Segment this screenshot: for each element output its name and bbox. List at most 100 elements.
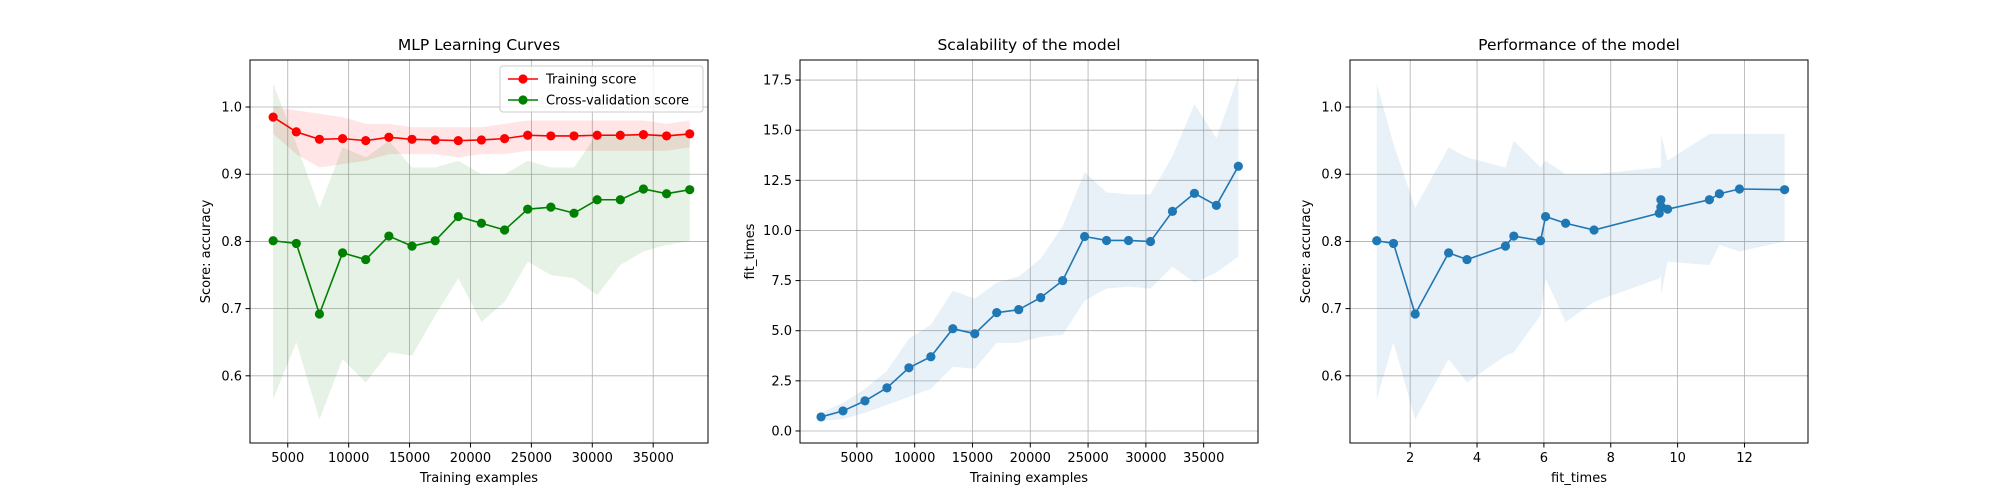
data-point (430, 135, 440, 145)
data-point (926, 352, 936, 362)
data-point (685, 129, 695, 139)
data-point (860, 396, 870, 406)
data-point (291, 238, 301, 249)
chart-title: Performance of the model (1478, 36, 1680, 54)
y-tick-label: 7.5 (771, 274, 792, 289)
y-tick-label: 0.8 (221, 235, 242, 250)
data-point (523, 204, 533, 214)
data-point (1561, 218, 1571, 228)
data-point (314, 134, 325, 144)
data-point (1014, 305, 1024, 315)
x-tick-label: 35000 (1183, 451, 1224, 466)
y-tick-label: 0.9 (1321, 168, 1342, 183)
y-tick-label: 2.5 (771, 374, 792, 389)
x-tick-label: 25000 (1067, 451, 1108, 466)
x-tick-label: 25000 (511, 451, 552, 466)
y-axis-label: Score: accuracy (1299, 199, 1314, 303)
x-tick-label: 15000 (389, 451, 430, 466)
x-tick-label: 10 (1669, 451, 1686, 466)
data-point (569, 208, 579, 218)
x-axis-label: Training examples (969, 471, 1088, 486)
data-point (685, 185, 695, 195)
data-point (384, 132, 394, 142)
x-tick-label: 15000 (952, 451, 993, 466)
x-tick-label: 35000 (633, 451, 674, 466)
data-point (1500, 241, 1511, 251)
data-point (1189, 188, 1200, 198)
data-point (569, 131, 579, 141)
y-tick-label: 0.7 (1321, 302, 1342, 317)
chart-panel-1: 5000 10000 15000 20000 25000 30000 35000 0.6 0.7… (199, 36, 709, 486)
data-point (1167, 206, 1178, 216)
confidence-band (821, 76, 1239, 421)
data-point (314, 309, 325, 319)
data-point (1509, 231, 1519, 241)
data-point (882, 383, 892, 393)
data-point (1535, 236, 1546, 246)
data-point (838, 406, 848, 416)
legend: Training score Cross-validation score (499, 65, 704, 113)
data-point (948, 324, 958, 334)
x-tick-label: 30000 (1125, 451, 1166, 466)
data-point (1080, 231, 1090, 242)
legend-marker (518, 95, 528, 105)
data-point (1444, 248, 1454, 258)
data-point (546, 131, 556, 141)
data-point (268, 236, 278, 246)
x-tick-label: 12 (1736, 451, 1753, 466)
data-point (661, 189, 672, 199)
chart-panel-3: 2 4 6 8 10 12 0.6 0.7 0.8 0.9 1.0 Performance of th… (1299, 36, 1809, 486)
y-tick-label: 0.9 (221, 168, 242, 183)
y-tick-label: 1.0 (221, 101, 242, 116)
legend-box (499, 65, 704, 113)
data-point (1734, 184, 1745, 194)
data-point (1123, 235, 1134, 246)
data-point (499, 134, 510, 144)
y-tick-label: 0.8 (1321, 235, 1342, 250)
data-point (1233, 161, 1243, 171)
data-point (523, 130, 533, 140)
data-point (1656, 195, 1666, 205)
legend-label: Cross-validation score (546, 94, 689, 109)
data-point (970, 329, 980, 339)
y-tick-label: 1.0 (1321, 101, 1342, 116)
data-point (1462, 254, 1472, 265)
data-point (499, 225, 510, 235)
data-point (592, 195, 602, 205)
data-point (638, 129, 649, 140)
axes-frame (1349, 59, 1809, 444)
confidence-band (1376, 83, 1785, 420)
x-tick-label: 30000 (572, 451, 613, 466)
x-tick-label: 10000 (894, 451, 935, 466)
data-point (638, 184, 649, 194)
data-point (1036, 293, 1046, 303)
data-point (1388, 238, 1399, 249)
y-tick-label: 5.0 (771, 324, 792, 339)
data-point (407, 134, 417, 144)
y-tick-label: 17.5 (763, 74, 792, 89)
y-tick-label: 0.7 (221, 302, 242, 317)
x-tick-label: 5000 (840, 451, 873, 466)
y-tick-label: 0.6 (1321, 369, 1342, 384)
data-point (992, 308, 1002, 318)
x-tick-label: 20000 (1010, 451, 1051, 466)
y-tick-label: 0.0 (771, 424, 792, 439)
x-tick-label: 5000 (271, 451, 304, 466)
data-point (1662, 204, 1673, 214)
data-point (1540, 211, 1551, 222)
data-point (476, 135, 487, 145)
data-point (384, 231, 394, 241)
data-point (361, 254, 371, 265)
chart-title: Scalability of the model (937, 36, 1120, 54)
data-point (592, 130, 602, 140)
data-point (1211, 200, 1221, 210)
x-axis-label: fit_times (1551, 471, 1607, 486)
confidence-band (273, 83, 690, 420)
axes-frame (799, 59, 1259, 444)
y-axis-label: fit_times (743, 223, 758, 279)
x-tick-label: 20000 (450, 451, 491, 466)
data-point (337, 248, 348, 258)
data-point (1779, 185, 1790, 195)
data-point (615, 130, 625, 140)
